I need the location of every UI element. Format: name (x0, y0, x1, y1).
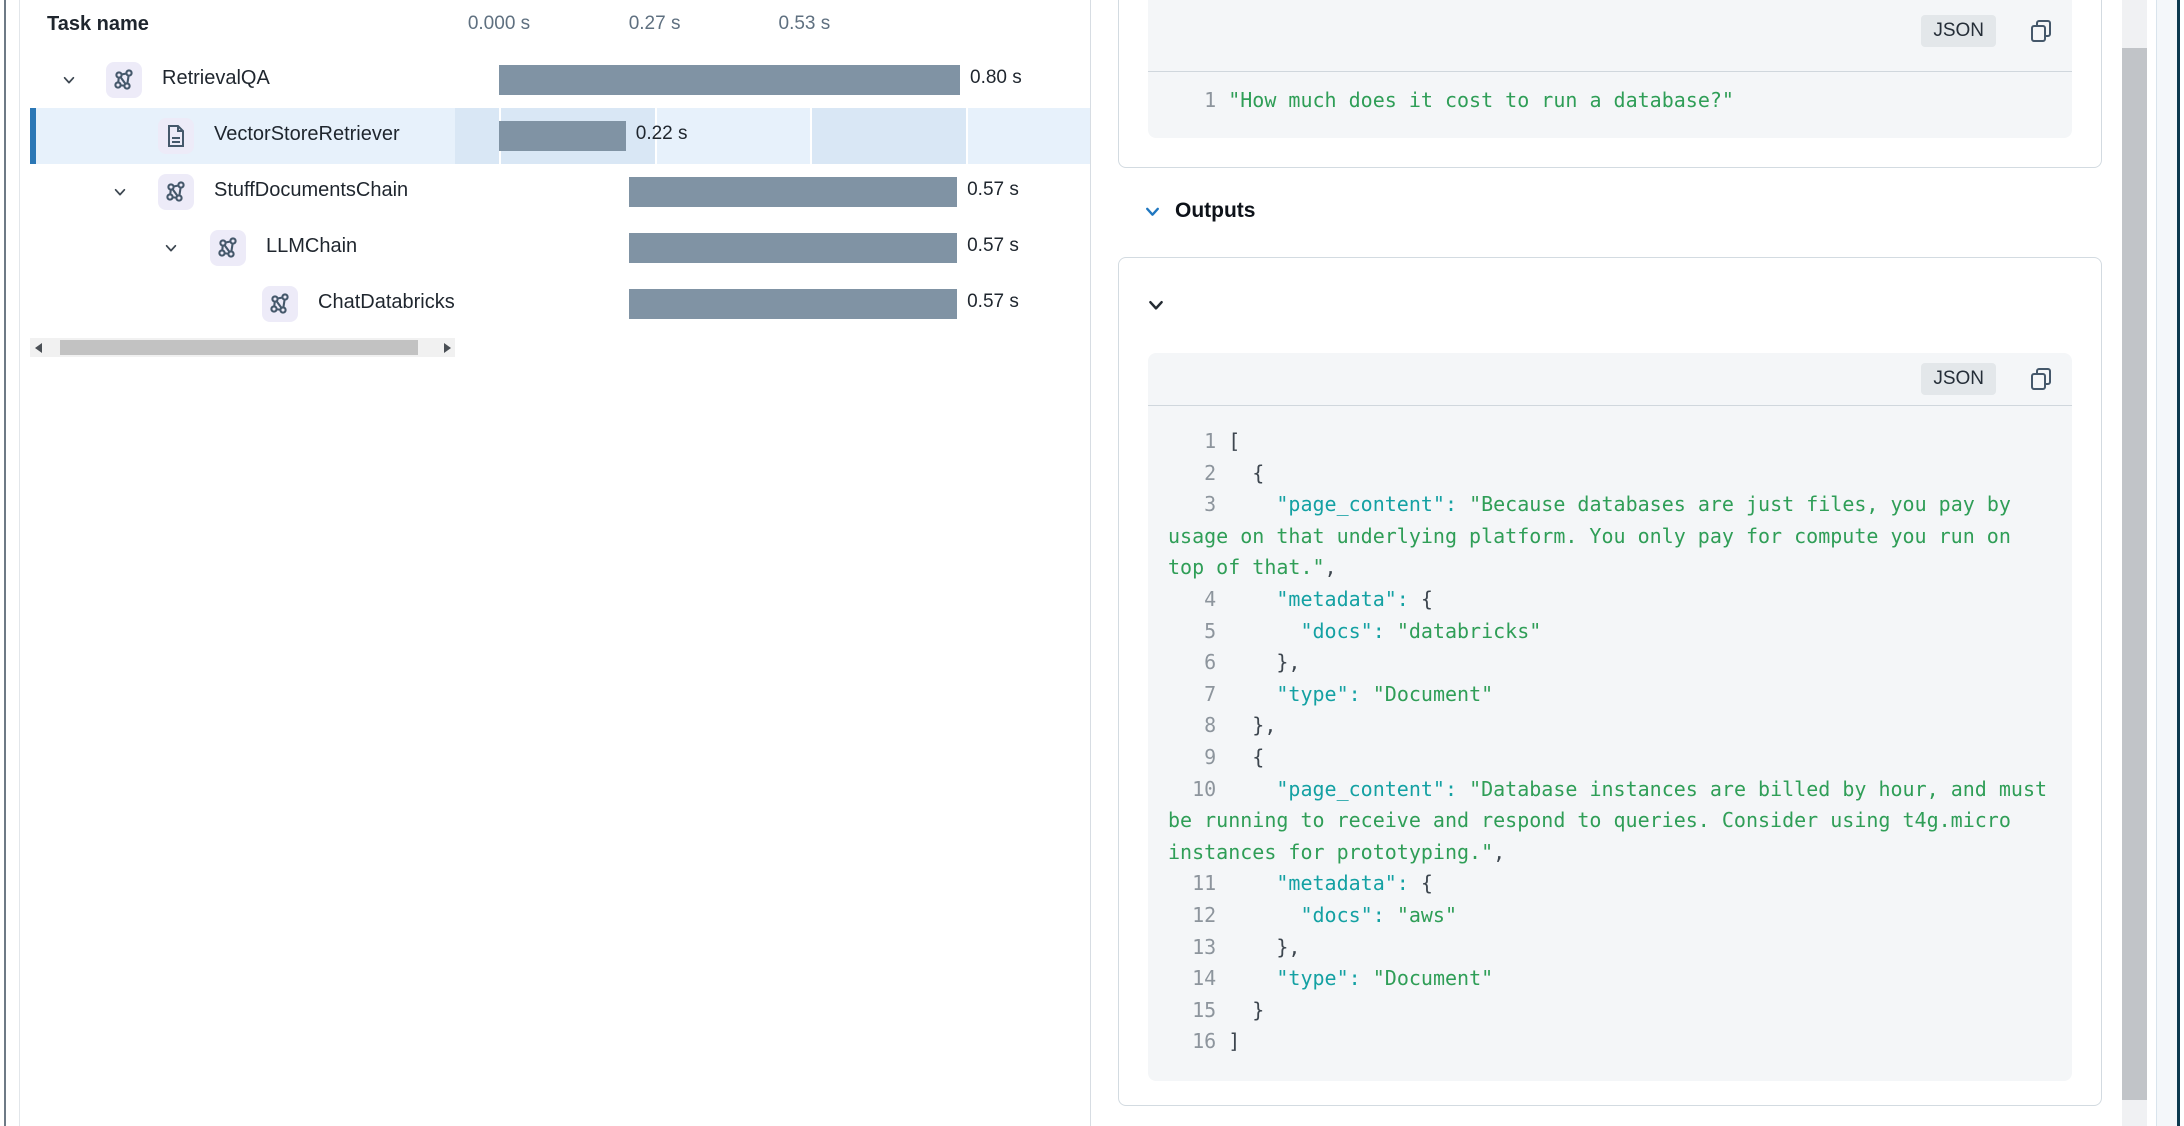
trace-row-LLMChain[interactable]: LLMChain 0.57 s (20, 220, 1090, 276)
chain-icon (106, 62, 142, 98)
panel-divider (1090, 0, 1091, 1126)
code-line: 10 "page_content": "Database instances a… (1168, 776, 2060, 864)
document-icon (158, 118, 194, 154)
outputs-code-block: JSON 1 [ 2 { 3 "page_content": "Because … (1148, 353, 2072, 1081)
scroll-right-arrow[interactable] (439, 338, 455, 357)
code-line: 13 }, (1168, 934, 1301, 959)
vertical-scrollbar[interactable] (2122, 0, 2147, 1126)
row-label: LLMChain (266, 235, 358, 257)
inputs-card: JSON 1 "How much does it cost to run a d… (1118, 0, 2102, 168)
outputs-code-content: 1 [ 2 { 3 "page_content": "Because datab… (1148, 406, 2072, 1081)
row-expand-chevron-icon[interactable] (164, 241, 178, 255)
trace-row-ChatDatabricks[interactable]: ChatDatabricks 0.57 s (20, 276, 1090, 332)
span-duration-bar[interactable] (499, 121, 626, 151)
outputs-section-header[interactable]: Outputs (1144, 198, 1255, 224)
json-format-toggle[interactable]: JSON (1921, 363, 1996, 395)
span-duration-bar[interactable] (499, 65, 960, 95)
inputs-code-toolbar: JSON (1148, 0, 2072, 72)
chain-icon (262, 286, 298, 322)
right-edge-strip (2157, 0, 2177, 1126)
code-line: 12 "docs": "aws" (1168, 902, 1458, 927)
code-line: 8 }, (1168, 713, 1277, 738)
code-line: 3 "page_content": "Because databases are… (1168, 492, 2023, 580)
span-duration-bar[interactable] (628, 289, 958, 319)
left-triangle-icon (34, 342, 42, 353)
task-name-column-header: Task name (47, 13, 149, 35)
duration-label: 0.80 s (970, 67, 1022, 88)
timeline-gridline (810, 108, 813, 164)
inputs-code-block: JSON 1 "How much does it cost to run a d… (1148, 0, 2072, 138)
outputs-code-toolbar: JSON (1148, 353, 2072, 406)
json-format-toggle[interactable]: JSON (1921, 15, 1996, 47)
outputs-section-title: Outputs (1175, 199, 1256, 222)
code-line: 15 } (1168, 997, 1265, 1022)
vertical-scrollbar-thumb[interactable] (2122, 48, 2147, 1100)
scroll-left-arrow[interactable] (30, 338, 46, 357)
code-line: 4 "metadata": { (1168, 586, 1433, 611)
duration-label: 0.57 s (967, 235, 1019, 256)
inputs-code-content: 1 "How much does it cost to run a databa… (1148, 72, 2072, 138)
span-duration-bar[interactable] (628, 177, 958, 207)
timeline-gridline (965, 108, 968, 164)
outputs-card: JSON 1 [ 2 { 3 "page_content": "Because … (1118, 257, 2102, 1106)
code-line: 11 "metadata": { (1168, 871, 1433, 896)
code-line: 2 { (1168, 460, 1265, 485)
code-line: 1 [ (1168, 429, 1241, 453)
code-line: 14 "type": "Document" (1168, 966, 1494, 991)
chevron-down-icon (1146, 207, 1159, 216)
panel-edge-divider (19, 0, 20, 1126)
collapse-chevron-icon[interactable] (1147, 296, 1165, 314)
row-expand-chevron-icon[interactable] (62, 73, 76, 87)
axis-tick-label: 0.27 s (628, 13, 681, 34)
row-label: StuffDocumentsChain (214, 179, 409, 201)
copy-icon[interactable] (2026, 16, 2056, 46)
code-line: 16 ] (1168, 1029, 1241, 1054)
code-line: 7 "type": "Document" (1168, 681, 1494, 706)
duration-label: 0.57 s (967, 179, 1019, 200)
chain-icon (210, 230, 246, 266)
row-expand-chevron-icon[interactable] (113, 185, 127, 199)
gantt-header: Task name 0.000 s 0.27 s 0.53 s (20, 0, 1090, 53)
duration-label: 0.57 s (967, 291, 1019, 312)
window-edge-accent (2177, 0, 2180, 1126)
horizontal-scrollbar[interactable] (30, 338, 455, 357)
trace-row-RetrievalQA[interactable]: RetrievalQA 0.80 s (20, 52, 1090, 108)
selected-row-indicator (30, 108, 36, 164)
row-label: VectorStoreRetriever (214, 123, 400, 145)
chain-icon (158, 174, 194, 210)
axis-tick-label: 0.53 s (778, 13, 831, 34)
panel-resizer[interactable] (4, 0, 6, 1126)
code-line: 6 }, (1168, 650, 1301, 675)
right-edge-divider (2156, 0, 2157, 1126)
axis-tick-label: 0.000 s (467, 13, 531, 34)
timeline-stripe (810, 108, 966, 164)
horizontal-scrollbar-thumb[interactable] (60, 340, 418, 355)
trace-row-VectorStoreRetriever[interactable]: VectorStoreRetriever 0.22 s (20, 108, 1090, 164)
right-triangle-icon (443, 342, 451, 353)
row-label: ChatDatabricks (318, 291, 455, 313)
timeline-gridline (654, 108, 657, 164)
code-line: 1 "How much does it cost to run a databa… (1168, 88, 1734, 112)
duration-label: 0.22 s (635, 123, 688, 144)
trace-row-StuffDocumentsChain[interactable]: StuffDocumentsChain 0.57 s (20, 164, 1090, 220)
code-line: 9 { (1168, 744, 1265, 769)
row-label: RetrievalQA (162, 67, 270, 89)
code-line: 5 "docs": "databricks" (1168, 618, 1542, 643)
span-duration-bar[interactable] (628, 233, 958, 263)
copy-icon[interactable] (2026, 364, 2056, 394)
